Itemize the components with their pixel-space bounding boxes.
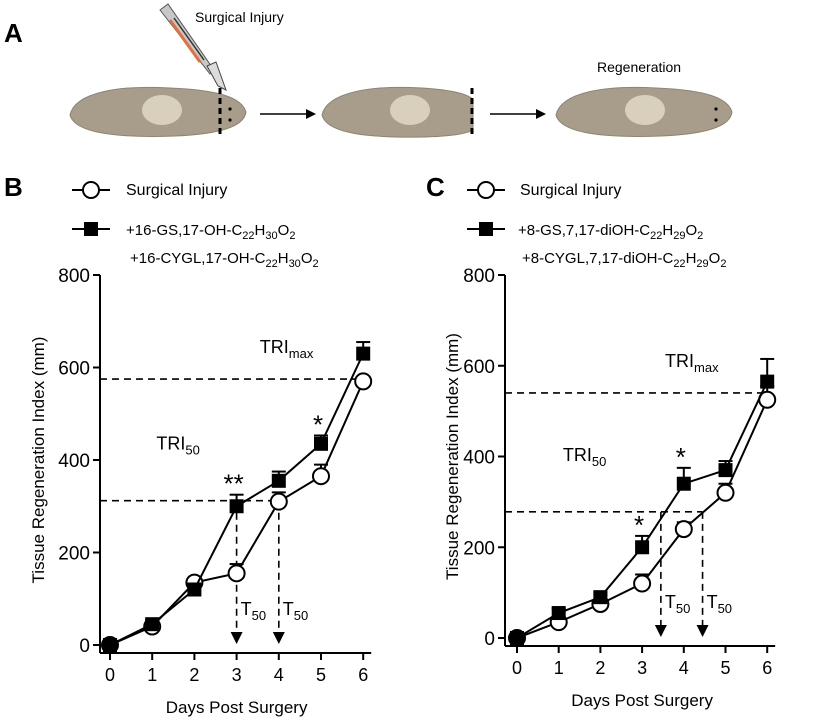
scalpel-icon [159,3,227,92]
panel-c-label: C [426,172,445,202]
y-tick-label: 400 [463,448,495,469]
tri-max-label: TRImax [260,337,314,361]
x-tick-label: 5 [316,665,326,685]
data-point-filled-square [718,463,733,478]
x-tick-label: 2 [595,658,605,678]
x-tick-label: 2 [189,665,199,685]
x-tick-label: 3 [232,665,242,685]
y-tick-label: 0 [79,636,90,657]
panel-a-label: A [4,18,23,48]
legend-open-series-name: Surgical Injury [520,182,621,199]
data-point-open-circle [312,467,330,486]
tri-50-label: TRI50 [156,434,199,458]
data-point-open-circle [354,372,373,391]
data-point-filled-square [103,638,117,652]
panel-b-label: B [4,172,23,202]
regeneration-caption: Regeneration [597,59,681,75]
x-axis-label: Days Post Surgery [571,691,713,710]
x-axis-label: Days Post Surgery [166,698,308,717]
tri-max-label: TRImax [665,351,719,375]
legend-filled-square-marker [479,222,493,236]
legend-filled-series-line2: +16-CYGL,17-OH-C22H30O2 [130,250,319,270]
legend-filled-square-marker [84,222,98,236]
arrow-icon [490,109,546,119]
y-axis-label: Tissue Regeneration Index (mm) [443,333,462,580]
x-tick-label: 0 [105,665,115,685]
significance-marker: * [634,510,644,540]
y-tick-label: 600 [58,359,90,380]
y-tick-label: 800 [58,266,90,287]
data-point-filled-square [551,606,566,621]
t50-arrow [230,632,243,644]
legend-filled-series-line1: +16-GS,17-OH-C22H30O2 [126,222,295,242]
chart-c: 0 200 400 600 800 0 1 2 3 4 5 6 Days Post Surgery Tis… [443,266,777,710]
legend-c: Surgical Injury +8-GS,7,17-diOH-C22H29O2… [467,181,726,270]
t50-label: T50 [665,592,690,616]
y-tick-label: 0 [484,629,495,650]
data-point-filled-square [760,374,775,389]
significance-marker: * [313,409,323,439]
y-tick-label: 200 [58,544,90,565]
y-tick-label: 800 [463,266,495,287]
significance-marker: ** [223,469,243,499]
data-point-open-circle [674,520,693,539]
panel-c: C Surgical Injury +8-GS,7,17-diOH-C22H29… [426,172,777,710]
planarian-image-regenerated [555,86,733,137]
arrow-icon [260,109,316,119]
x-tick-label: 6 [358,665,368,685]
y-tick-label: 400 [58,451,90,472]
y-tick-label: 200 [463,538,495,559]
planarian-image-cut [321,86,474,138]
data-point-filled-square [145,617,160,632]
tri-50-label: TRI50 [563,445,606,469]
y-axis-label: Tissue Regeneration Index (mm) [29,337,48,584]
x-tick-label: 4 [274,665,284,685]
data-point-filled-square [187,582,202,597]
data-point-open-circle [633,574,652,593]
data-point-filled-square [635,540,650,555]
x-tick-label: 1 [554,658,564,678]
data-point-filled-square [510,631,524,645]
data-point-filled-square [229,499,244,514]
t50-label: T50 [241,599,266,623]
legend-b: Surgical Injury +16-GS,17-OH-C22H30O2 +1… [72,181,319,270]
x-tick-label: 5 [720,658,730,678]
panel-b: B Surgical Injury +16-GS,17-OH-C22H30O2 … [4,172,373,717]
data-point-open-circle [227,564,246,583]
legend-open-circle-marker [477,181,495,199]
data-point-filled-square [593,590,608,605]
legend-open-series-name: Surgical Injury [126,182,227,199]
data-point-filled-square [271,473,286,488]
y-tick-label: 600 [463,357,495,378]
data-point-open-circle [716,483,735,502]
significance-marker: * [676,442,686,472]
t50-label: T50 [283,599,308,623]
surgical-injury-caption: Surgical Injury [195,9,284,25]
t50-arrow [272,632,285,644]
planarian-image-injured [69,86,247,138]
legend-open-circle-marker [82,181,100,199]
t50-arrow [696,625,709,637]
x-tick-label: 6 [762,658,772,678]
panel-a: A Surgical Injury Regeneration [4,3,733,138]
data-point-open-circle [269,492,288,511]
x-tick-label: 4 [679,658,689,678]
t50-label: T50 [707,592,732,616]
legend-filled-series-line1: +8-GS,7,17-diOH-C22H29O2 [518,222,703,242]
data-point-filled-square [314,436,328,451]
legend-filled-series-line2: +8-CYGL,7,17-diOH-C22H29O2 [522,250,726,270]
chart-b: 0 200 400 600 800 0 1 2 3 4 5 6 Days Post Surgery Tis… [29,266,373,717]
x-tick-label: 0 [512,658,522,678]
x-tick-label: 1 [147,665,157,685]
t50-arrow [654,625,667,637]
data-point-filled-square [676,476,691,491]
data-point-filled-square [356,346,371,361]
x-tick-label: 3 [637,658,647,678]
